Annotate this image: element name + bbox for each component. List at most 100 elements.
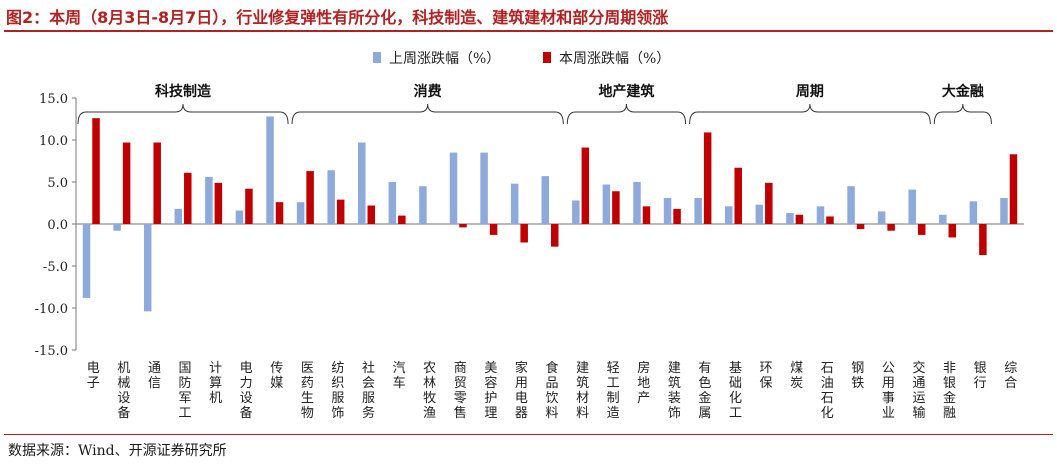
legend-swatch-curr (543, 52, 551, 63)
bar-prev-week (724, 206, 733, 224)
y-tick-label: 10.0 (39, 134, 68, 149)
bar-prev-week (755, 204, 764, 224)
x-category-label: 医药生物 (301, 361, 314, 421)
bar-prev-week (1000, 197, 1008, 224)
group-label: 科技制造 (155, 83, 211, 100)
x-category-label: 家用电器 (515, 360, 528, 421)
bar-curr-week (887, 224, 895, 231)
bar-curr-week (92, 118, 100, 224)
page-title: 图2：本周（8月3日-8月7日），行业修复弹性有所分化，科技制造、建筑建材和部分… (6, 8, 669, 27)
bar-curr-week (795, 214, 804, 224)
bar-prev-week (572, 200, 580, 224)
bar-prev-week (908, 189, 916, 224)
x-category-label: 环保 (760, 361, 773, 391)
bar-curr-week (184, 172, 192, 224)
x-category-label: 综合 (1004, 361, 1017, 391)
x-category-label: 社会服务 (362, 360, 375, 421)
bar-curr-week (673, 208, 681, 224)
group-label: 地产建筑 (598, 83, 654, 100)
bar-curr-week (917, 224, 926, 235)
y-tick-label: 15.0 (39, 92, 68, 107)
bar-curr-week (765, 182, 773, 224)
x-category-label: 煤炭 (790, 361, 803, 391)
bar-curr-week (275, 202, 284, 224)
bar-curr-week (153, 142, 161, 224)
x-category-label: 房地产 (637, 360, 650, 406)
bar-curr-week (948, 224, 957, 238)
legend-label-curr: 本周涨跌幅（%） (559, 51, 670, 67)
bar-curr-week (979, 224, 987, 256)
x-category-label: 电子 (87, 361, 100, 391)
source-note: 数据来源：Wind、开源证券研究所 (8, 443, 227, 459)
bar-prev-week (633, 182, 641, 224)
bar-prev-week (969, 201, 978, 224)
group-label: 周期 (796, 84, 824, 100)
bar-prev-week (449, 152, 458, 224)
x-category-label: 非银金融 (943, 361, 956, 421)
bar-prev-week (235, 210, 244, 224)
bar-prev-week (266, 116, 274, 224)
x-category-label: 通信 (148, 361, 161, 391)
bar-curr-week (489, 224, 498, 235)
group-bracket (291, 103, 564, 125)
group-bracket (77, 103, 289, 125)
bar-prev-week (205, 176, 213, 224)
bar-curr-week (214, 182, 223, 224)
bar-curr-week (398, 215, 406, 224)
bar-curr-week (734, 167, 742, 224)
bar-prev-week (510, 183, 519, 224)
y-tick-label: -10.0 (35, 302, 68, 317)
x-category-label: 石油石化 (821, 361, 834, 421)
bar-prev-week (694, 197, 702, 224)
x-category-label: 汽车 (393, 361, 406, 391)
y-tick-label: -5.0 (43, 260, 68, 275)
y-tick-label: 5.0 (47, 176, 68, 191)
bar-prev-week (143, 224, 152, 312)
bar-curr-week (306, 171, 314, 224)
x-category-label: 国防军工 (179, 361, 192, 421)
footer-rule (4, 434, 1053, 435)
bar-curr-week (612, 191, 620, 224)
bar-prev-week (174, 208, 183, 224)
x-category-label: 基础化工 (729, 361, 742, 421)
bar-prev-week (113, 224, 121, 231)
group-bracket (689, 103, 931, 125)
bar-prev-week (82, 224, 91, 298)
bar-curr-week (520, 224, 528, 243)
y-tick-label: -15.0 (35, 344, 68, 359)
x-category-label: 传媒 (270, 361, 283, 391)
bar-curr-week (245, 188, 253, 224)
bar-prev-week (388, 182, 397, 224)
bar-prev-week (877, 211, 886, 224)
bar-curr-week (1009, 154, 1018, 224)
x-category-label: 电力设备 (240, 361, 253, 421)
bar-prev-week (419, 186, 427, 224)
x-category-label: 计算机 (209, 361, 222, 406)
x-category-label: 农林牧渔 (423, 361, 436, 421)
legend-label-prev: 上周涨跌幅（%） (389, 51, 500, 67)
x-category-label: 银行 (974, 361, 987, 391)
x-category-label: 交通运输 (912, 360, 925, 421)
x-category-label: 公用事业 (882, 361, 895, 421)
legend-swatch-prev (373, 52, 381, 63)
bar-curr-week (122, 142, 131, 224)
bar-curr-week (856, 224, 865, 230)
bar-prev-week (602, 184, 611, 224)
bar-prev-week (786, 213, 794, 224)
bar-prev-week (480, 152, 488, 224)
group-label: 消费 (414, 83, 442, 100)
x-category-label: 纺织服饰 (331, 361, 344, 421)
x-category-label: 美容护理 (484, 361, 497, 421)
x-category-label: 建筑材料 (576, 361, 589, 421)
bar-curr-week (642, 206, 651, 224)
x-category-label: 机械设备 (117, 361, 130, 421)
x-category-label: 钢铁 (851, 361, 864, 391)
bar-curr-week (581, 147, 590, 224)
bar-prev-week (847, 186, 855, 224)
title-rule (4, 30, 1053, 32)
bar-prev-week (541, 176, 549, 224)
bar-prev-week (663, 197, 672, 224)
x-category-label: 有色金属 (698, 361, 711, 421)
group-bracket (933, 103, 992, 125)
